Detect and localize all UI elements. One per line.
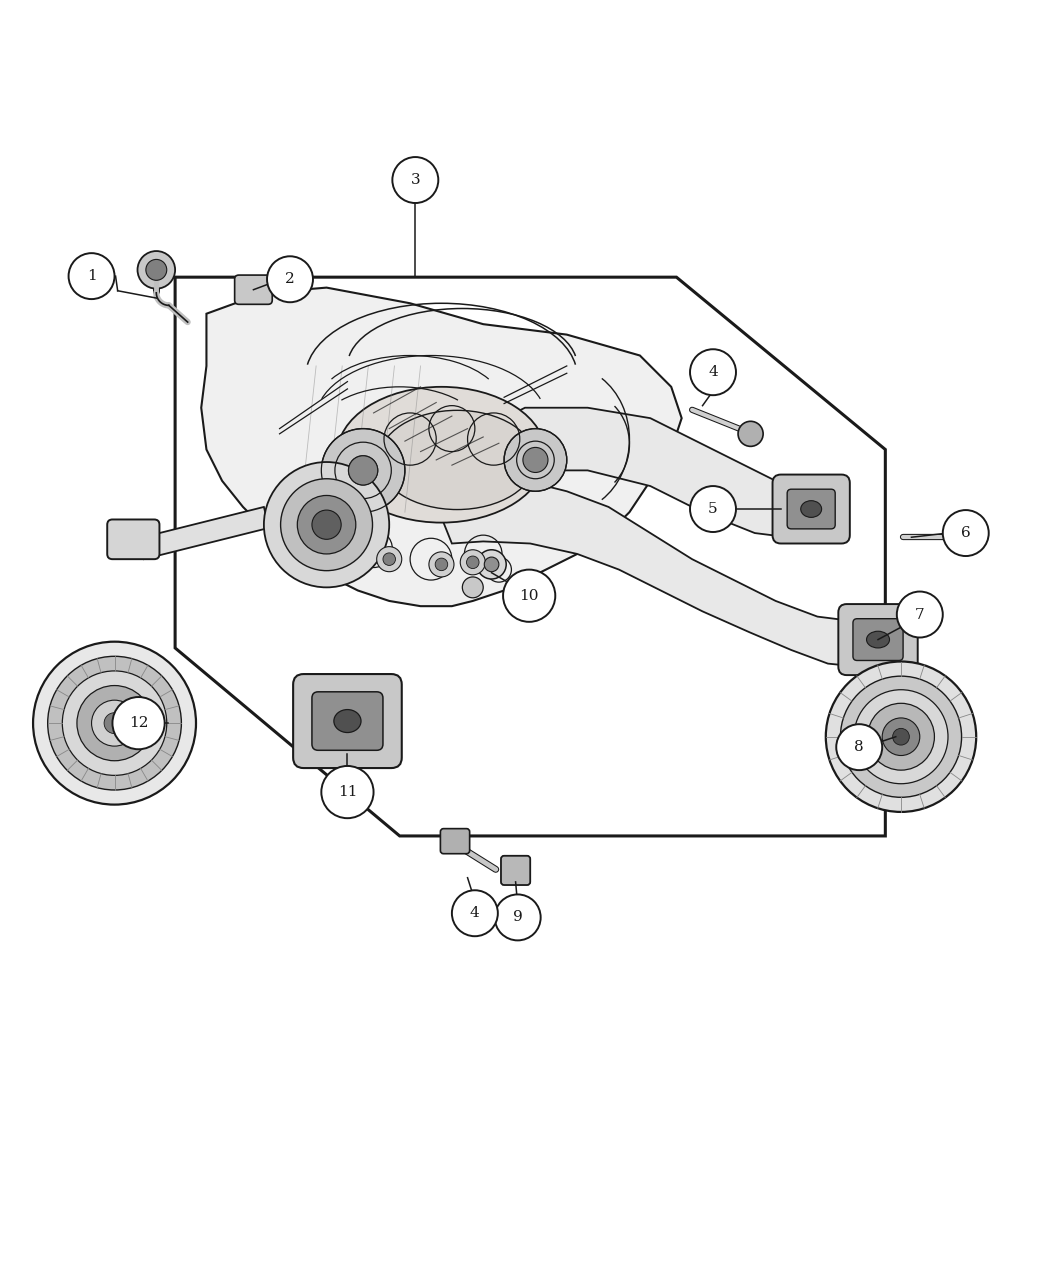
FancyBboxPatch shape	[838, 604, 918, 674]
Circle shape	[495, 895, 541, 941]
Circle shape	[377, 547, 402, 571]
Text: 4: 4	[708, 365, 718, 379]
FancyBboxPatch shape	[773, 474, 849, 543]
Ellipse shape	[334, 710, 361, 733]
Circle shape	[462, 576, 483, 598]
Text: 11: 11	[338, 785, 357, 799]
Polygon shape	[441, 481, 888, 667]
Circle shape	[854, 690, 948, 784]
Circle shape	[297, 496, 356, 553]
Circle shape	[91, 700, 138, 746]
Circle shape	[138, 251, 175, 288]
Ellipse shape	[866, 631, 889, 648]
Ellipse shape	[337, 386, 546, 523]
Circle shape	[523, 448, 548, 473]
FancyBboxPatch shape	[234, 275, 272, 305]
Circle shape	[738, 421, 763, 446]
Circle shape	[882, 718, 920, 756]
Circle shape	[945, 525, 970, 550]
Circle shape	[47, 657, 182, 790]
FancyBboxPatch shape	[788, 490, 835, 529]
Polygon shape	[472, 408, 838, 538]
Circle shape	[477, 550, 506, 579]
Circle shape	[466, 556, 479, 569]
Circle shape	[274, 486, 369, 580]
Circle shape	[867, 704, 934, 770]
Circle shape	[68, 254, 114, 300]
Circle shape	[280, 478, 373, 571]
Circle shape	[836, 724, 882, 770]
Text: 1: 1	[87, 269, 97, 283]
Circle shape	[393, 157, 438, 203]
Circle shape	[146, 259, 167, 280]
Circle shape	[484, 557, 499, 571]
Text: 6: 6	[961, 527, 970, 541]
Circle shape	[349, 455, 378, 484]
Circle shape	[112, 697, 165, 750]
Circle shape	[690, 486, 736, 532]
Circle shape	[435, 558, 447, 571]
Circle shape	[503, 570, 555, 622]
Polygon shape	[139, 507, 269, 560]
Text: 8: 8	[855, 741, 864, 755]
FancyBboxPatch shape	[853, 618, 903, 660]
Circle shape	[943, 510, 989, 556]
Circle shape	[104, 713, 125, 733]
FancyBboxPatch shape	[501, 856, 530, 885]
Text: 7: 7	[915, 607, 925, 621]
FancyBboxPatch shape	[440, 829, 469, 854]
Circle shape	[312, 510, 341, 539]
Text: 4: 4	[470, 907, 480, 921]
Text: 12: 12	[129, 717, 148, 731]
FancyBboxPatch shape	[107, 519, 160, 560]
Ellipse shape	[801, 501, 821, 518]
Circle shape	[321, 428, 405, 513]
Circle shape	[290, 502, 353, 565]
Text: 3: 3	[411, 173, 420, 187]
Text: 10: 10	[520, 589, 539, 603]
Text: 9: 9	[512, 910, 523, 924]
Circle shape	[897, 592, 943, 638]
Circle shape	[460, 550, 485, 575]
Circle shape	[892, 728, 909, 745]
Circle shape	[840, 676, 962, 797]
Circle shape	[690, 349, 736, 395]
Circle shape	[264, 462, 390, 588]
Circle shape	[267, 256, 313, 302]
Ellipse shape	[379, 411, 536, 510]
Circle shape	[321, 766, 374, 819]
FancyBboxPatch shape	[312, 692, 383, 750]
Polygon shape	[202, 288, 681, 606]
FancyBboxPatch shape	[293, 674, 402, 768]
Circle shape	[452, 890, 498, 936]
Circle shape	[383, 553, 396, 565]
Circle shape	[504, 428, 567, 491]
Circle shape	[825, 662, 977, 812]
Circle shape	[62, 671, 167, 775]
Circle shape	[77, 686, 152, 761]
Circle shape	[33, 641, 196, 805]
Circle shape	[306, 518, 337, 548]
Text: 5: 5	[708, 502, 718, 516]
Circle shape	[428, 552, 454, 576]
Text: 2: 2	[286, 273, 295, 287]
